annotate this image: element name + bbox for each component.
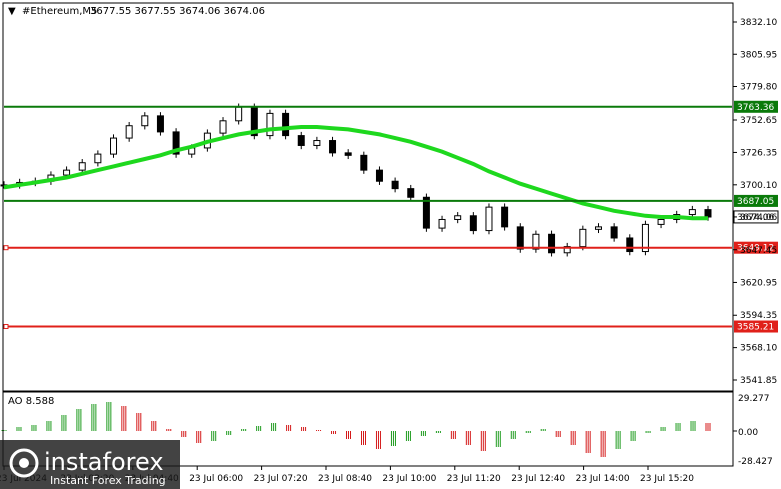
symbol-label: #Ethereum,M5: [22, 6, 97, 17]
candle-body: [141, 115, 149, 127]
candle-body: [626, 237, 634, 253]
logo-mark-icon: [9, 448, 39, 478]
candle-body: [63, 169, 71, 176]
logo-backdrop: [0, 440, 180, 489]
price-tick-label: 3700.10: [740, 181, 777, 191]
candle-body: [594, 226, 602, 230]
candle-body: [610, 226, 618, 239]
candle-body: [688, 209, 696, 216]
ao-axis: 29.277 0.00 -28.427: [738, 394, 773, 467]
ao-scale-bottom: -28.427: [738, 457, 773, 467]
time-tick-label: 23 Jul 14:00: [576, 474, 630, 484]
candle-body: [125, 125, 133, 139]
candle-body: [360, 154, 368, 171]
instaforex-logo: instaforex Instant Forex Trading: [0, 440, 180, 489]
price-tick-label: 3832.10: [740, 18, 777, 28]
candle-body: [454, 215, 462, 220]
level-tag: [734, 194, 778, 207]
candle-body: [266, 112, 274, 137]
ao-scale-top: 29.277: [738, 394, 770, 404]
price-tick-label: 3805.95: [740, 50, 777, 60]
price-tick-label: 3726.35: [740, 148, 777, 158]
level-anchor-icon[interactable]: [3, 324, 9, 330]
level-tag: [734, 241, 778, 254]
candle-body: [657, 218, 665, 225]
watermark-brand: instaforex: [44, 448, 164, 476]
level-tag: [734, 100, 778, 113]
price-tick-label: 3674.06: [740, 213, 777, 223]
candle-body: [422, 196, 430, 229]
candle-body: [172, 131, 180, 155]
main-panel: [2, 2, 734, 392]
candle-body: [501, 206, 509, 228]
candle-body: [563, 246, 571, 254]
price-tick-label: 3594.35: [740, 311, 777, 321]
candle-body: [313, 140, 321, 146]
candle-body: [469, 215, 477, 232]
level-tag-label: 3687.05: [737, 197, 774, 207]
candle-body: [548, 233, 556, 254]
time-tick-label: 23 Jul 12:40: [511, 474, 565, 484]
time-tick-label: 23 Jul 08:40: [318, 474, 372, 484]
candle-body: [219, 120, 227, 134]
level-anchor-icon[interactable]: [3, 245, 9, 251]
ao-histogram: [1, 402, 737, 457]
time-tick-label: 23 Jul 15:20: [640, 474, 694, 484]
candle-body: [407, 188, 415, 198]
candle-body: [110, 137, 118, 155]
time-tick-label: 23 Jul 06:00: [189, 474, 243, 484]
price-tick-label: 3620.95: [740, 278, 777, 288]
moving-average: [3, 125, 708, 221]
candle-body: [297, 135, 305, 146]
candle-body: [282, 112, 290, 137]
level-tag-label: 3649.12: [737, 244, 774, 254]
level-lines: 3763.36 3687.05 3649.12 3585.21 3674.06: [3, 100, 779, 333]
price-tick-label: 3568.10: [740, 344, 777, 354]
level-tag-label: 3585.21: [737, 323, 774, 333]
level-tag-label: 3763.36: [737, 103, 774, 113]
price-tick-label: 3752.65: [740, 116, 777, 126]
time-tick-label: 23 Jul 11:20: [447, 474, 501, 484]
candle-body: [641, 223, 649, 253]
watermark-tagline: Instant Forex Trading: [50, 474, 166, 487]
candle-body: [391, 180, 399, 190]
candle-body: [438, 218, 446, 229]
ma-line: [3, 125, 708, 221]
time-tick-label: 23 Jul 10:00: [382, 474, 436, 484]
collapse-arrow-icon[interactable]: ▼: [8, 6, 16, 17]
price-tick-label: 3541.85: [740, 376, 777, 386]
candle-body: [375, 169, 383, 182]
candle-body: [516, 226, 524, 250]
candle-body: [94, 153, 102, 164]
price-tick-label: 3779.80: [740, 83, 777, 93]
ohlc-label: 3677.55 3677.55 3674.06 3674.06: [90, 6, 265, 17]
candle-body: [235, 106, 243, 122]
price-tick-label: 3647.45: [740, 246, 777, 256]
candle-body: [78, 162, 86, 171]
ao-label: AO 8.588: [8, 396, 54, 407]
candle-body: [579, 228, 587, 248]
candle-body: [156, 115, 164, 133]
logo-mark-dot-icon: [19, 458, 29, 468]
candle-body: [485, 206, 493, 232]
candle-body: [704, 209, 712, 218]
time-tick-label: 23 Jul 07:20: [254, 474, 308, 484]
level-tag: [734, 320, 778, 333]
ao-scale-zero: 0.00: [738, 428, 758, 438]
candle-body: [532, 233, 540, 250]
candle-body: [329, 140, 337, 154]
price-axis: 3832.10 3805.95 3779.80 3752.65 3726.35 3700.…: [733, 18, 777, 386]
current-price-label: 3674.06: [737, 213, 774, 223]
candle-body: [344, 152, 352, 156]
